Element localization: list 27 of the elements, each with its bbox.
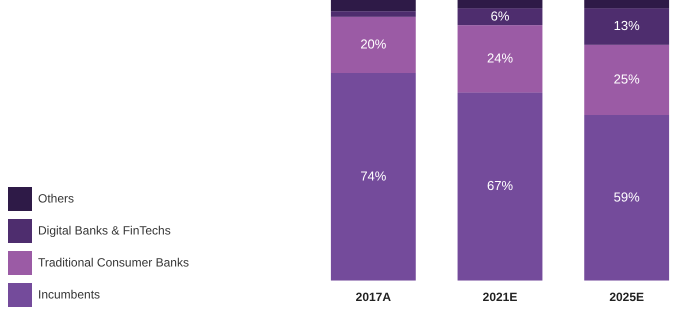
legend-label: Digital Banks & FinTechs [38, 223, 171, 238]
bar [458, 0, 542, 8]
data-label: 20% [360, 36, 387, 52]
legend-label: Incumbents [38, 287, 100, 302]
x-tick-label: 2021E [482, 290, 518, 304]
bar [330, 11, 416, 17]
bar [584, 44, 670, 116]
data-label: 25% [614, 72, 640, 87]
legend-label: Others [38, 191, 74, 206]
data-label: 74% [360, 168, 387, 184]
x-tick-label: 2025E [609, 290, 644, 304]
bar [458, 8, 542, 26]
data-label: 13% [614, 18, 640, 34]
data-label: 24% [486, 50, 514, 66]
bar [458, 92, 542, 281]
data-label: 67% [486, 178, 514, 194]
legend-label: Traditional Consumer Banks [38, 255, 189, 270]
data-label: 6% [490, 8, 510, 24]
bar [584, 115, 670, 281]
bar [458, 25, 542, 93]
x-tick-label: 2017A [356, 290, 392, 304]
data-label: 59% [614, 189, 640, 204]
bar [584, 8, 670, 45]
bar [330, 72, 416, 281]
bar [330, 16, 416, 73]
bar [584, 0, 670, 8]
bar [330, 0, 416, 12]
